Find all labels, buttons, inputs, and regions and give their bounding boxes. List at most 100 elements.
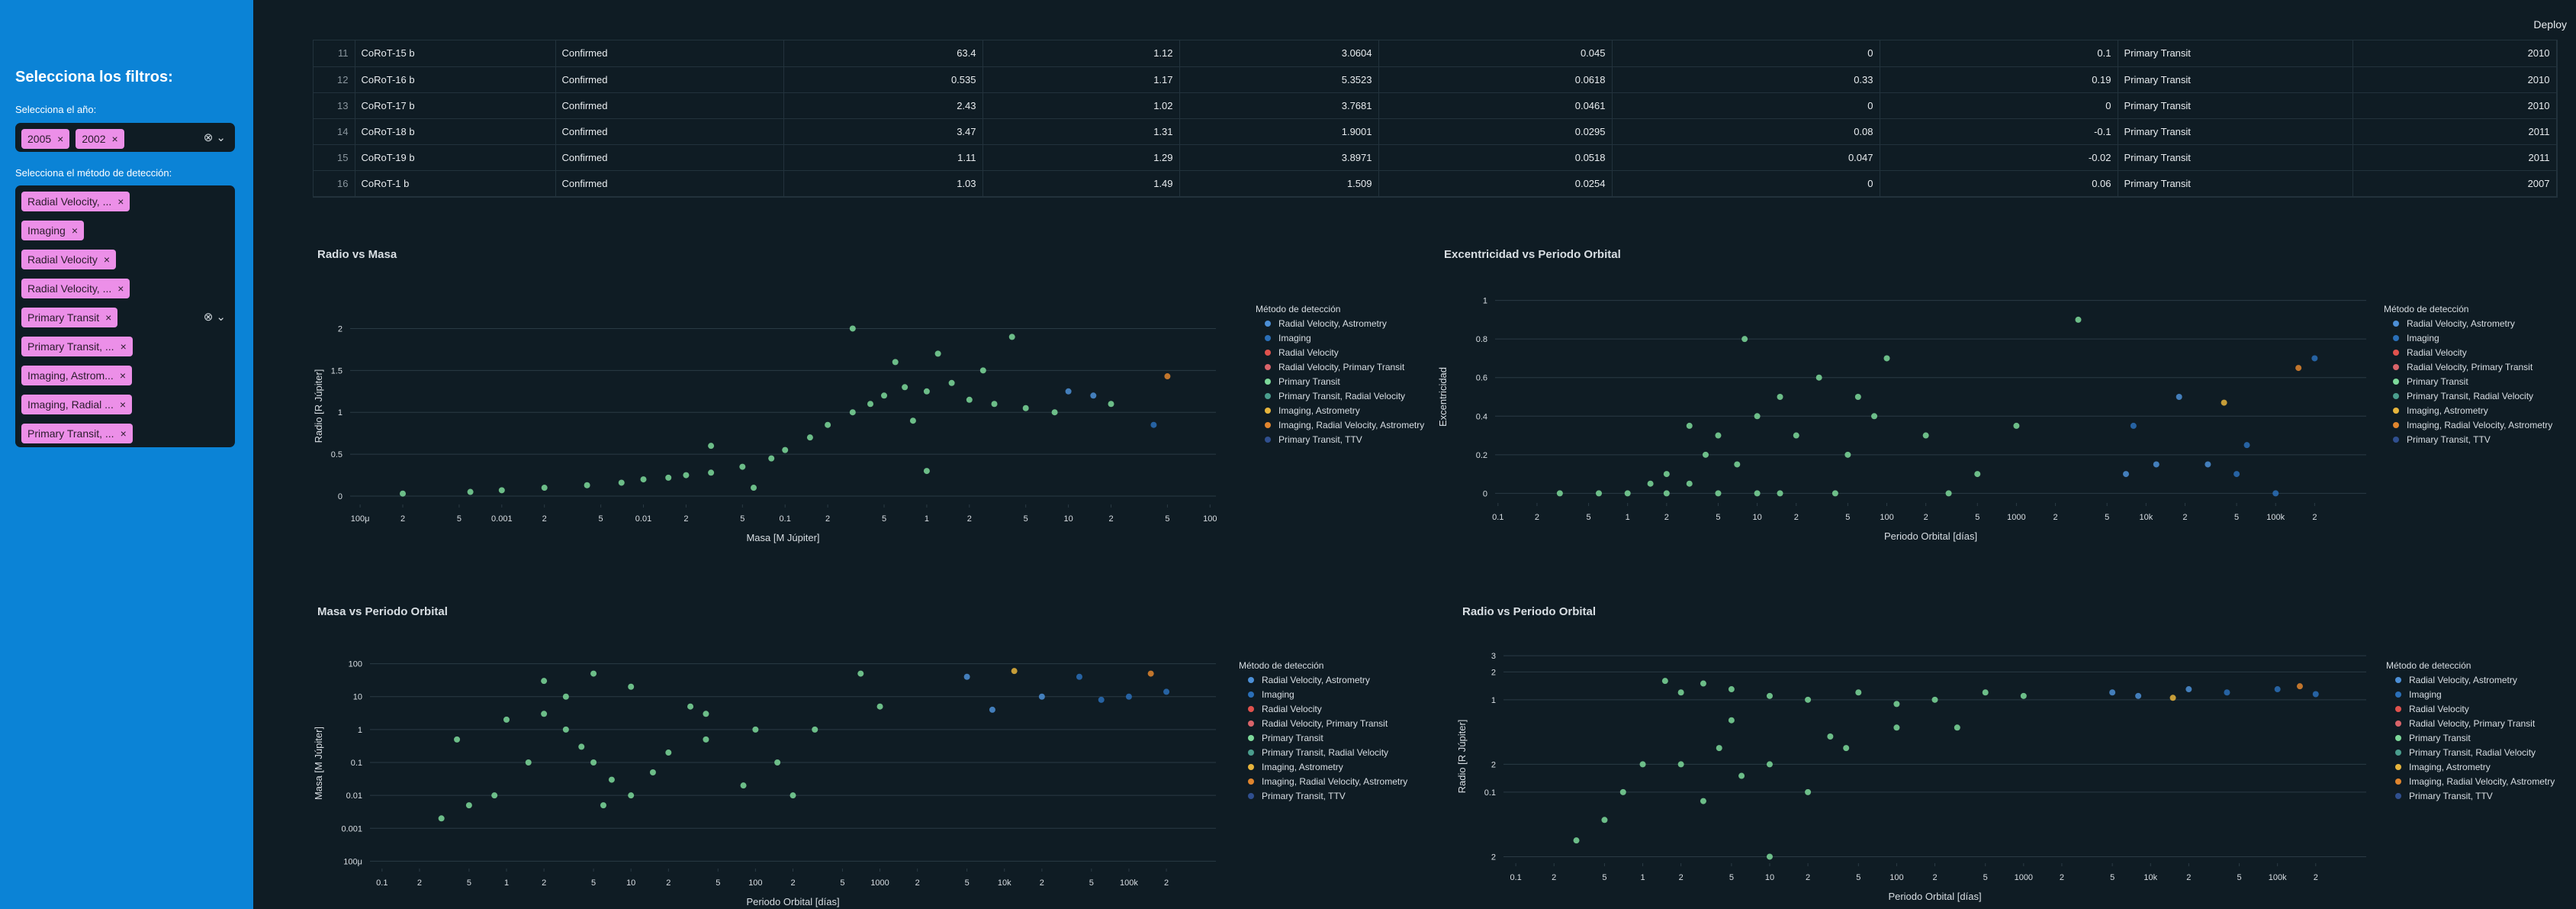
tag-remove[interactable]: × xyxy=(117,282,124,295)
data-point xyxy=(665,749,672,756)
x-tick-label: 0.1 xyxy=(780,514,791,524)
x-tick-label: 1 xyxy=(925,514,929,524)
table-cell: 1.509 xyxy=(1179,170,1379,197)
tag-remove[interactable]: × xyxy=(119,398,127,411)
table-cell: 63.4 xyxy=(783,40,983,67)
tag-text: Primary Transit, ... xyxy=(27,340,114,353)
tag-text: Imaging xyxy=(27,224,66,237)
x-tick-label: 10 xyxy=(1063,514,1073,524)
table-cell: 1.03 xyxy=(783,170,983,197)
data-point xyxy=(989,706,995,713)
method-select[interactable]: Radial Velocity, ... × Imaging × Radial Velo… xyxy=(15,185,235,447)
data-point xyxy=(1945,490,1952,497)
data-point xyxy=(1164,373,1171,380)
x-tick-label: 1 xyxy=(504,878,509,888)
legend-marker xyxy=(2393,437,2399,443)
tag-remove[interactable]: × xyxy=(119,369,127,382)
x-tick-label: 5 xyxy=(599,514,603,524)
legend-label: Radial Velocity xyxy=(1278,347,1339,358)
filter-tag[interactable]: 2002 × xyxy=(76,129,124,149)
data-point xyxy=(2205,461,2211,468)
select-controls[interactable]: ⊗ ⌄ xyxy=(203,310,226,324)
year-select[interactable]: 2005 × 2002 × ⊗ ⌄ xyxy=(15,123,235,152)
x-tick-label: 2 xyxy=(1164,878,1169,888)
table-cell: 3.7681 xyxy=(1179,92,1379,119)
data-point xyxy=(812,726,818,733)
legend-marker xyxy=(2393,408,2399,414)
tag-remove[interactable]: × xyxy=(117,195,124,208)
x-tick-label: 1000 xyxy=(870,878,889,888)
tag-remove[interactable]: × xyxy=(120,340,127,353)
x-tick-label: 10k xyxy=(998,878,1011,888)
tag-remove[interactable]: × xyxy=(120,427,127,440)
table-cell: 0.0295 xyxy=(1378,118,1613,145)
sidebar-title: Selecciona los filtros: xyxy=(15,69,173,85)
filter-tag[interactable]: Primary Transit, ... × xyxy=(21,424,133,443)
x-axis-title: Periodo Orbital [días] xyxy=(1884,530,1977,542)
method-label: Selecciona el método de detección: xyxy=(15,167,172,179)
table-cell: 0.0618 xyxy=(1378,66,1613,93)
data-point xyxy=(1728,686,1735,693)
table-cell: Confirmed xyxy=(555,144,784,171)
x-tick-label: 0.1 xyxy=(1510,873,1521,882)
data-point xyxy=(963,673,970,680)
legend-label: Radial Velocity xyxy=(1262,704,1322,714)
table-cell: CoRoT-16 b xyxy=(355,66,556,93)
filter-tag[interactable]: Imaging, Radial ... × xyxy=(21,395,133,414)
data-point xyxy=(849,409,856,416)
legend-marker xyxy=(1248,749,1254,756)
legend-label: Radial Velocity, Astrometry xyxy=(1262,675,1370,685)
filter-tag[interactable]: Primary Transit × xyxy=(21,308,118,327)
filter-tag[interactable]: Radial Velocity, ... × xyxy=(21,192,130,211)
legend-label: Radial Velocity, Primary Transit xyxy=(1262,718,1388,729)
tag-remove[interactable]: × xyxy=(103,253,111,266)
tag-remove[interactable]: × xyxy=(111,133,118,145)
table-cell: 0 xyxy=(1612,40,1880,67)
data-point xyxy=(1624,490,1631,497)
x-tick-label: 10 xyxy=(626,878,635,888)
filter-tag[interactable]: Primary Transit, ... × xyxy=(21,337,133,356)
filter-tag[interactable]: Radial Velocity × xyxy=(21,250,117,269)
filter-tag[interactable]: 2005 × xyxy=(21,129,70,149)
tag-remove[interactable]: × xyxy=(57,133,64,145)
tag-text: Radial Velocity xyxy=(27,253,98,266)
data-point xyxy=(1700,798,1706,804)
x-tick-label: 10 xyxy=(1752,513,1761,522)
deploy-button[interactable]: Deploy xyxy=(2533,18,2567,31)
y-tick-label: 0.1 xyxy=(351,759,362,768)
x-tick-label: 5 xyxy=(882,514,886,524)
data-point xyxy=(454,736,461,743)
x-tick-label: 2 xyxy=(542,514,547,524)
chart-title: Radio vs Periodo Orbital xyxy=(1462,605,1596,618)
data-point xyxy=(1677,761,1684,768)
x-tick-label: 2 xyxy=(1794,513,1799,522)
select-controls[interactable]: ⊗ ⌄ xyxy=(203,131,226,144)
table-cell: Confirmed xyxy=(555,66,784,93)
legend-marker xyxy=(2393,335,2399,341)
data-point xyxy=(2312,691,2319,698)
legend-marker xyxy=(1248,720,1254,727)
x-tick-label: 2 xyxy=(2186,873,2191,882)
x-tick-label: 5 xyxy=(1165,514,1169,524)
legend-title: Método de detección xyxy=(2384,304,2468,314)
data-point xyxy=(782,446,789,453)
tag-remove[interactable]: × xyxy=(71,224,78,237)
data-point xyxy=(2224,689,2230,696)
y-tick-label: 0.2 xyxy=(1476,451,1487,460)
table-cell: 2011 xyxy=(2352,118,2557,145)
legend-label: Imaging, Radial Velocity, Astrometry xyxy=(2407,420,2552,430)
data-point xyxy=(438,815,445,822)
y-tick-label: 0.8 xyxy=(1476,335,1487,344)
filter-tag[interactable]: Imaging, Astrom... × xyxy=(21,366,133,385)
data-point xyxy=(825,421,831,428)
x-tick-label: 5 xyxy=(1716,513,1720,522)
data-point xyxy=(806,434,813,441)
filter-tag[interactable]: Radial Velocity, ... × xyxy=(21,279,130,298)
x-tick-label: 2 xyxy=(683,514,688,524)
tag-remove[interactable]: × xyxy=(105,311,112,324)
data-point xyxy=(541,711,548,717)
year-label: Selecciona el año: xyxy=(15,104,97,115)
data-point xyxy=(790,792,796,799)
x-tick-label: 2 xyxy=(1664,513,1669,522)
filter-tag[interactable]: Imaging × xyxy=(21,221,84,240)
